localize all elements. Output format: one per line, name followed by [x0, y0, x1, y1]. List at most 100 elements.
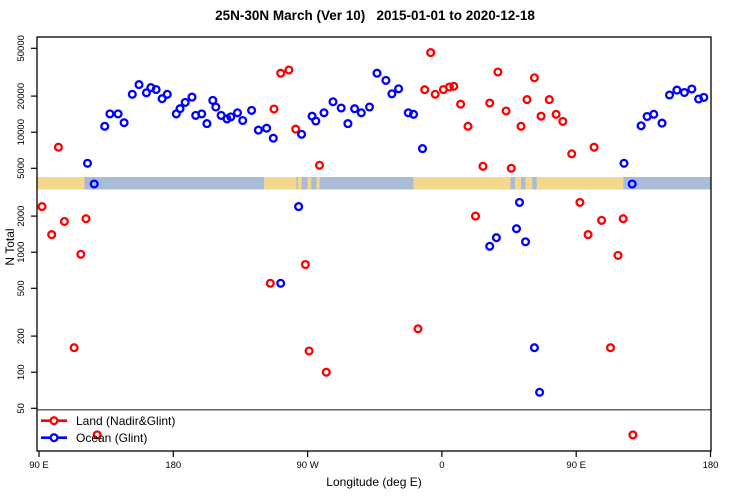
data-point-land: [269, 104, 279, 114]
data-point-land: [551, 109, 561, 119]
data-point-land: [444, 82, 454, 92]
data-point-land: [506, 163, 516, 173]
data-point-land: [314, 160, 325, 170]
data-point-land: [544, 95, 554, 105]
data-point-land: [567, 149, 577, 159]
ocean-band-segment: [521, 177, 526, 190]
data-point-ocean: [175, 104, 185, 114]
data-point-ocean: [636, 121, 646, 131]
data-point-ocean: [89, 179, 99, 189]
data-point-ocean: [232, 108, 243, 118]
x-tick-label: 90 W: [297, 460, 319, 471]
data-point-ocean: [336, 103, 346, 113]
y-tick-label: 200: [16, 328, 27, 344]
data-point-land: [76, 249, 86, 259]
data-point-ocean: [372, 68, 382, 78]
data-point-ocean: [294, 202, 304, 212]
x-tick-label: 0: [439, 460, 444, 471]
data-point-land: [59, 216, 69, 227]
data-point-ocean: [297, 129, 307, 139]
x-tick-label: 90 E: [566, 460, 586, 471]
data-point-ocean: [485, 241, 495, 251]
data-point-ocean: [627, 179, 637, 189]
data-point-ocean: [127, 89, 137, 99]
y-tick-label: 10000: [16, 119, 27, 145]
data-point-land: [426, 48, 436, 58]
data-point-ocean: [535, 387, 545, 397]
data-point-ocean: [119, 118, 129, 128]
data-point-ocean: [679, 87, 689, 98]
legend-label-ocean: Ocean (Glint): [76, 431, 148, 445]
x-axis-title: Longitude (deg E): [326, 475, 422, 489]
data-point-ocean: [226, 112, 236, 122]
legend-label-land: Land (Nadir&Glint): [76, 414, 176, 428]
data-point-ocean: [403, 108, 413, 118]
data-point-ocean: [151, 84, 161, 95]
data-point-land: [522, 95, 532, 105]
data-point-land: [583, 230, 593, 240]
data-point-ocean: [211, 102, 221, 112]
data-point-ocean: [311, 116, 321, 126]
data-point-land: [575, 197, 585, 207]
data-point-ocean: [276, 278, 286, 288]
ocean-band-segment: [510, 177, 515, 190]
data-point-land: [321, 367, 331, 377]
ocean-band-segment: [296, 177, 414, 190]
data-point-land: [430, 89, 440, 99]
data-point-ocean: [253, 125, 263, 135]
data-point-ocean: [520, 237, 531, 247]
ocean-band-segment: [532, 177, 537, 190]
data-point-land: [628, 430, 638, 440]
chart-title: 25N-30N March (Ver 10) 2015-01-01 to 202…: [215, 8, 535, 23]
data-point-ocean: [672, 85, 682, 95]
legend-circle-symbol: [49, 433, 59, 443]
plot-border: [36, 36, 712, 452]
data-point-ocean: [356, 108, 366, 118]
x-tick-label: 180: [165, 460, 181, 471]
data-point-land: [493, 67, 503, 77]
data-point-ocean: [141, 88, 151, 98]
data-point-land: [597, 215, 607, 225]
data-point-ocean: [247, 105, 257, 115]
data-point-land: [470, 211, 481, 221]
land-band-segment: [297, 177, 302, 190]
data-point-ocean: [134, 80, 144, 90]
y-tick-label: 5000: [16, 158, 27, 179]
data-point-ocean: [328, 97, 338, 107]
y-tick-label: 500: [16, 280, 27, 296]
data-point-land: [47, 230, 57, 240]
data-point-land: [265, 278, 275, 288]
data-point-ocean: [364, 102, 375, 112]
data-point-land: [284, 65, 294, 75]
data-point-ocean: [408, 109, 419, 119]
data-point-ocean: [417, 144, 428, 154]
data-point-ocean: [100, 121, 110, 131]
data-point-ocean: [202, 119, 212, 129]
data-point-land: [456, 99, 466, 109]
data-point-ocean: [162, 89, 172, 99]
data-point-ocean: [105, 109, 115, 119]
data-point-land: [618, 214, 628, 224]
ocean-band-segment: [84, 177, 265, 190]
data-point-ocean: [187, 92, 197, 102]
data-point-ocean: [82, 158, 93, 168]
data-point-ocean: [319, 108, 329, 118]
data-point-land: [81, 214, 91, 224]
data-point-land: [478, 161, 488, 171]
data-point-land: [589, 142, 599, 152]
data-point-land: [558, 116, 568, 126]
data-point-ocean: [657, 118, 667, 128]
land-band-segment: [264, 177, 297, 190]
data-point-ocean: [113, 109, 123, 119]
y-tick-label: 50000: [16, 35, 27, 61]
y-tick-label: 100: [16, 364, 27, 380]
land-band-segment: [316, 177, 320, 190]
land-band-segment: [307, 177, 312, 190]
data-point-land: [291, 124, 301, 134]
land-band-segment: [413, 177, 624, 190]
data-point-ocean: [664, 90, 675, 100]
data-point-ocean: [699, 92, 709, 102]
data-point-land: [449, 81, 459, 91]
